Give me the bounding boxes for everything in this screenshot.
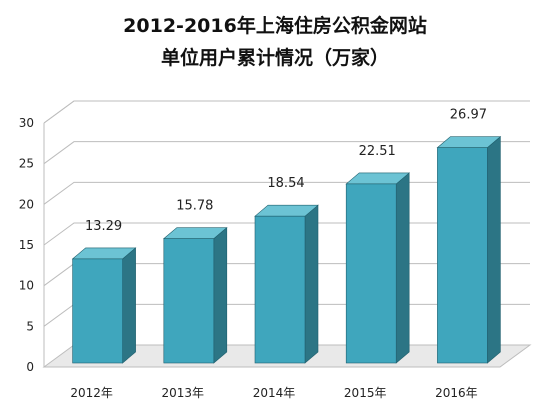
bar-side <box>395 172 410 364</box>
bar-front <box>437 147 488 364</box>
chart-title: 2012-2016年上海住房公积金网站 <box>123 14 427 37</box>
x-tick-label: 2014年 <box>253 386 296 400</box>
y-tick-label: 0 <box>26 360 34 374</box>
bar-side <box>304 204 319 364</box>
x-axis: 2012年 2013年 2014年 2015年 2016年 <box>70 386 477 400</box>
y-tick-label: 15 <box>19 238 34 252</box>
bar <box>345 172 411 364</box>
y-tick-label: 25 <box>19 157 34 171</box>
y-axis: 0 5 10 15 20 25 30 <box>19 100 75 374</box>
chart-subtitle: 单位用户累计情况（万家） <box>161 46 389 69</box>
y-tick-label: 5 <box>26 319 34 333</box>
data-label: 26.97 <box>450 108 487 123</box>
bar <box>71 247 137 364</box>
bar-side <box>213 227 228 364</box>
bar-front <box>254 215 306 364</box>
bar <box>436 135 502 364</box>
bar-front <box>72 258 123 364</box>
y-tick-label: 30 <box>19 116 34 130</box>
x-tick-label: 2016年 <box>435 386 478 400</box>
x-tick-label: 2013年 <box>162 386 205 400</box>
bar-front <box>163 238 215 364</box>
bars <box>71 135 502 364</box>
value-labels: 13.29 15.78 18.54 22.51 26.97 <box>85 108 487 234</box>
bar <box>254 204 319 364</box>
gridline <box>43 141 530 165</box>
y-tick-label: 20 <box>19 197 34 211</box>
data-label: 15.78 <box>176 199 213 214</box>
x-tick-label: 2015年 <box>344 386 387 400</box>
data-label: 22.51 <box>359 144 396 159</box>
x-tick-label: 2012年 <box>70 386 113 400</box>
bar-side <box>487 135 501 364</box>
y-tick-label: 10 <box>19 279 34 293</box>
bar <box>162 227 228 364</box>
y-axis-depth-line <box>43 100 75 124</box>
bar-front <box>345 183 397 364</box>
data-label: 13.29 <box>85 219 122 234</box>
bar-side <box>122 247 136 364</box>
data-label: 18.54 <box>267 176 304 191</box>
